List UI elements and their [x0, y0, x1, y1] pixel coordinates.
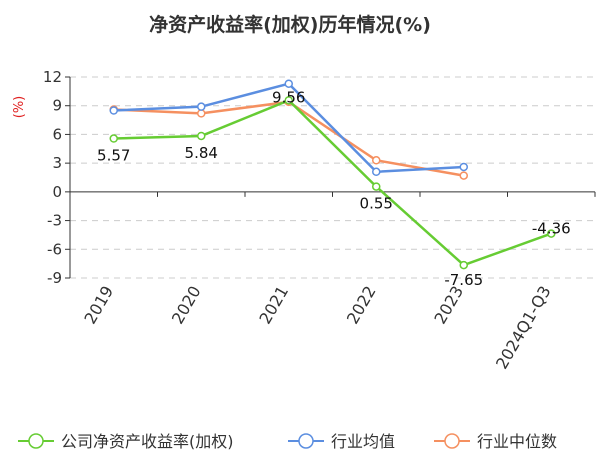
legend-marker: [28, 433, 44, 449]
x-tick-label: 2020: [168, 283, 205, 328]
data-point[interactable]: [547, 229, 556, 238]
x-tick-label: 2019: [80, 283, 117, 328]
y-tick-label: 0: [52, 183, 62, 201]
x-tick-label: 2022: [343, 283, 380, 328]
y-tick-label: 9: [52, 97, 62, 115]
data-point[interactable]: [197, 131, 206, 141]
data-point[interactable]: [372, 182, 381, 191]
data-label: -4.36: [532, 220, 571, 238]
legend-label: 行业中位数: [477, 432, 557, 451]
data-label: 5.57: [97, 147, 130, 165]
legend-label: 公司净资产收益率(加权): [61, 432, 234, 451]
data-point[interactable]: [459, 260, 468, 270]
data-label: 5.84: [185, 144, 218, 162]
data-point[interactable]: [459, 162, 468, 172]
data-point[interactable]: [109, 134, 118, 143]
data-point[interactable]: [197, 102, 206, 111]
data-label: -7.65: [444, 271, 483, 289]
data-point[interactable]: [459, 171, 468, 180]
data-point[interactable]: [284, 96, 293, 105]
y-tick-label: 12: [43, 68, 62, 86]
x-tick-label: 2023: [430, 283, 467, 328]
legend-marker: [298, 433, 314, 449]
data-label: 9.56: [272, 88, 305, 106]
series-group: [109, 79, 556, 270]
data-point[interactable]: [197, 109, 206, 118]
data-point[interactable]: [372, 167, 381, 177]
series-line: [113, 99, 552, 267]
legend-marker: [444, 433, 460, 449]
legend-label: 行业均值: [331, 432, 395, 451]
data-labels: 5.57 5.84 9.56 0.55 -7.65 -4.36: [97, 88, 571, 289]
x-tick-label: 2024Q1-Q3: [492, 283, 555, 373]
y-axis-unit-label: (%): [12, 96, 27, 119]
y-tick-label: -6: [47, 240, 62, 258]
legend[interactable]: 公司净资产收益率(加权) 行业均值 行业中位数: [18, 432, 557, 451]
y-tick-label: 3: [52, 154, 62, 172]
series-line: [113, 100, 464, 177]
legend-item[interactable]: 公司净资产收益率(加权): [18, 432, 234, 451]
data-point[interactable]: [372, 156, 381, 165]
legend-item[interactable]: 行业中位数: [434, 432, 557, 451]
gridlines: [70, 76, 595, 279]
data-label: 0.55: [360, 195, 393, 213]
legend-item[interactable]: 行业均值: [288, 432, 395, 451]
y-tick-label: -9: [47, 269, 62, 287]
x-tick-label: 2021: [255, 283, 292, 328]
chart-title: 净资产收益率(加权)历年情况(%): [149, 13, 431, 36]
data-point[interactable]: [109, 106, 118, 115]
y-tick-label: -3: [47, 212, 62, 230]
data-point[interactable]: [284, 79, 293, 88]
y-tick-label: 6: [52, 125, 62, 143]
